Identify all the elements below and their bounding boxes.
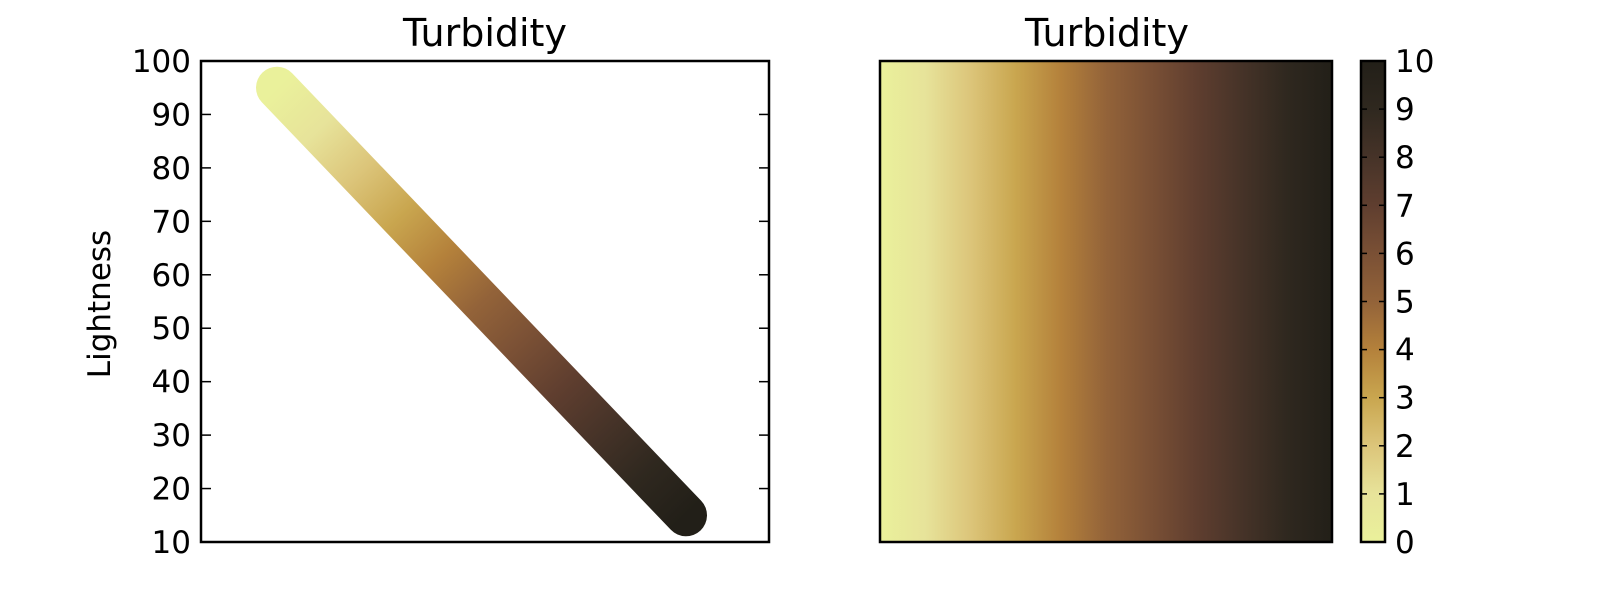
line-panel-title: Turbidity <box>402 11 567 55</box>
colorbar-tick-label: 7 <box>1395 188 1415 224</box>
colorbar-tick-label: 6 <box>1395 236 1415 272</box>
heatmap-panel: Turbidity 0 1 2 3 4 5 6 7 8 9 10 <box>878 11 1434 561</box>
colorbar-tick-label: 1 <box>1395 477 1415 513</box>
colorbar-ticks: 0 1 2 3 4 5 6 7 8 9 10 <box>1361 44 1434 561</box>
y-tick-label: 10 <box>152 525 191 561</box>
colorbar-tick-label: 2 <box>1395 429 1415 465</box>
colorbar-tick-label: 8 <box>1395 140 1415 176</box>
y-tick-label: 40 <box>152 365 191 401</box>
line-plot-area <box>256 66 707 537</box>
y-tick-label: 60 <box>152 258 191 294</box>
y-tick-label: 70 <box>152 204 191 240</box>
y-axis-label: Lightness <box>82 230 118 378</box>
y-tick-label: 80 <box>152 151 191 187</box>
colorbar-tick-label: 0 <box>1395 525 1415 561</box>
colorbar-tick-label: 3 <box>1395 381 1415 417</box>
line-panel: Turbidity Lightness 10203040506070809010… <box>82 11 771 561</box>
heatmap-gradient <box>878 59 1334 544</box>
y-tick-label: 100 <box>132 44 191 80</box>
y-tick-label: 90 <box>152 97 191 133</box>
colorbar-tick-label: 4 <box>1395 333 1415 369</box>
heatmap-panel-title: Turbidity <box>1024 11 1189 55</box>
y-tick-label: 50 <box>152 311 191 347</box>
y-tick-label: 20 <box>152 472 191 508</box>
y-tick-label: 30 <box>152 418 191 454</box>
y-axis-ticks: 10 20 30 40 50 60 70 80 90 100 <box>132 44 769 561</box>
lightness-series-line <box>256 66 707 537</box>
colorbar-tick-label: 9 <box>1395 92 1415 128</box>
colorbar-tick-label: 10 <box>1395 44 1434 80</box>
colorbar-tick-label: 5 <box>1395 285 1415 321</box>
